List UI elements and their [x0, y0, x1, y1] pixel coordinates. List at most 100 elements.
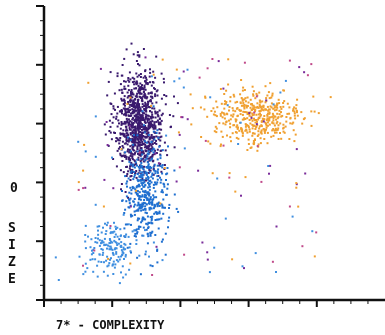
data-point	[132, 153, 135, 156]
data-point	[312, 95, 315, 98]
data-point	[154, 211, 157, 214]
data-point	[199, 106, 202, 109]
data-point	[160, 170, 163, 173]
data-point	[282, 102, 285, 104]
data-point	[109, 131, 112, 134]
data-point	[302, 118, 305, 121]
data-point	[271, 129, 274, 132]
data-point	[122, 122, 125, 125]
data-point	[142, 201, 145, 204]
data-point	[127, 177, 130, 180]
data-point	[134, 109, 137, 112]
data-point	[274, 115, 277, 118]
data-point	[262, 120, 265, 123]
data-point	[141, 86, 144, 89]
data-point	[146, 215, 149, 218]
data-point	[226, 134, 228, 137]
data-point	[276, 117, 279, 120]
data-point	[268, 111, 271, 114]
data-point	[115, 165, 118, 168]
data-point	[224, 102, 227, 105]
data-point	[152, 73, 155, 76]
data-point	[138, 121, 140, 124]
data-point	[133, 111, 136, 114]
data-point	[132, 99, 135, 102]
data-point	[143, 159, 146, 162]
data-point	[139, 121, 142, 124]
data-point	[157, 138, 160, 141]
data-point	[165, 134, 168, 137]
data-point	[126, 223, 129, 226]
data-point	[133, 210, 136, 213]
data-point	[268, 172, 270, 175]
data-point	[154, 110, 157, 113]
data-point	[147, 165, 149, 168]
data-point	[258, 91, 261, 94]
data-point	[110, 113, 113, 116]
data-point	[120, 97, 123, 100]
data-point	[150, 141, 153, 144]
data-point	[125, 157, 128, 160]
data-point	[137, 143, 140, 146]
data-point	[261, 117, 264, 120]
data-point	[311, 230, 314, 233]
data-point	[125, 175, 128, 177]
data-point	[131, 155, 134, 158]
data-point	[157, 168, 160, 171]
data-point	[177, 210, 180, 213]
data-point	[163, 94, 166, 96]
data-point	[94, 258, 97, 261]
data-point	[252, 124, 255, 127]
data-point	[274, 129, 277, 132]
data-point	[178, 77, 181, 80]
data-point	[263, 115, 266, 117]
data-point	[257, 117, 260, 119]
data-point	[127, 206, 130, 209]
data-point	[133, 110, 135, 112]
data-point	[241, 265, 244, 268]
data-point	[142, 91, 145, 94]
data-point	[251, 127, 254, 130]
data-point	[159, 117, 161, 120]
data-point	[257, 113, 260, 116]
data-point	[132, 117, 134, 120]
data-point	[300, 111, 303, 114]
data-point	[127, 156, 130, 159]
data-point	[137, 225, 140, 228]
data-point	[97, 260, 100, 263]
data-point	[118, 139, 121, 142]
data-point	[147, 163, 150, 166]
data-point	[133, 159, 136, 162]
data-point	[275, 225, 278, 228]
data-point	[247, 125, 250, 127]
data-point	[154, 125, 157, 128]
data-point	[265, 126, 268, 129]
data-point	[141, 140, 144, 143]
data-point	[282, 127, 285, 130]
data-point	[148, 185, 151, 188]
data-point	[252, 107, 255, 110]
data-point	[144, 103, 147, 106]
data-point	[103, 261, 105, 264]
data-point	[129, 150, 132, 153]
data-point	[255, 123, 258, 126]
data-point	[130, 251, 132, 254]
data-point	[96, 264, 99, 267]
data-point	[229, 96, 232, 99]
data-point	[140, 157, 143, 160]
data-point	[255, 119, 258, 121]
data-point	[140, 126, 143, 128]
data-point	[120, 148, 123, 151]
data-point	[147, 198, 150, 201]
data-point	[186, 118, 189, 121]
data-point	[124, 154, 127, 157]
data-point	[117, 260, 120, 263]
data-point	[145, 154, 148, 157]
data-point	[133, 229, 136, 232]
data-point	[161, 206, 164, 209]
data-point	[277, 124, 280, 127]
data-point	[126, 185, 128, 188]
data-point	[133, 80, 136, 83]
data-point	[138, 87, 141, 90]
data-point	[126, 119, 129, 122]
